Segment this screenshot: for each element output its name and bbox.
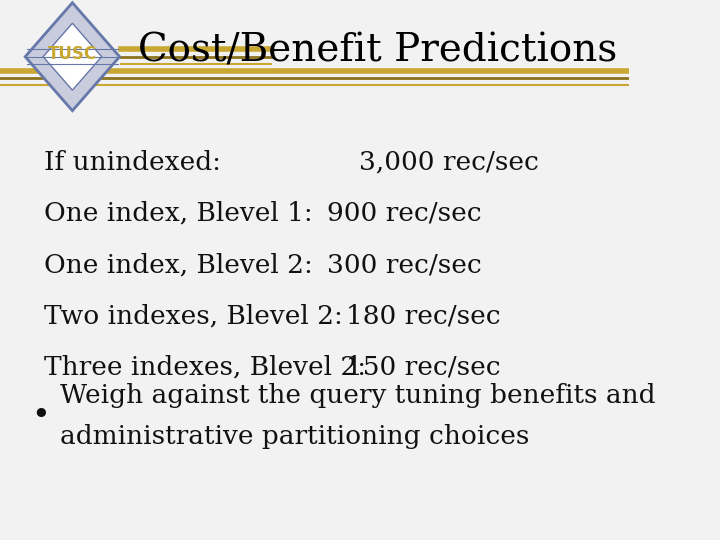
Text: 300 rec/sec: 300 rec/sec: [328, 252, 482, 277]
Polygon shape: [43, 23, 102, 90]
Text: 3,000 rec/sec: 3,000 rec/sec: [359, 150, 539, 174]
Text: Two indexes, Blevel 2:: Two indexes, Blevel 2:: [44, 303, 343, 328]
Text: TUSC: TUSC: [48, 45, 97, 63]
Text: One index, Blevel 1:: One index, Blevel 1:: [44, 201, 312, 226]
Text: administrative partitioning choices: administrative partitioning choices: [60, 424, 529, 449]
Text: •: •: [32, 400, 50, 431]
Polygon shape: [25, 3, 120, 111]
Text: Weigh against the query tuning benefits and: Weigh against the query tuning benefits …: [60, 383, 655, 408]
Text: 900 rec/sec: 900 rec/sec: [328, 201, 482, 226]
Text: 150 rec/sec: 150 rec/sec: [346, 355, 501, 380]
Text: Three indexes, Blevel 2:: Three indexes, Blevel 2:: [44, 355, 366, 380]
Text: 180 rec/sec: 180 rec/sec: [346, 303, 501, 328]
Text: Cost/Benefit Predictions: Cost/Benefit Predictions: [138, 32, 617, 70]
Text: If unindexed:: If unindexed:: [44, 150, 221, 174]
Text: One index, Blevel 2:: One index, Blevel 2:: [44, 252, 313, 277]
